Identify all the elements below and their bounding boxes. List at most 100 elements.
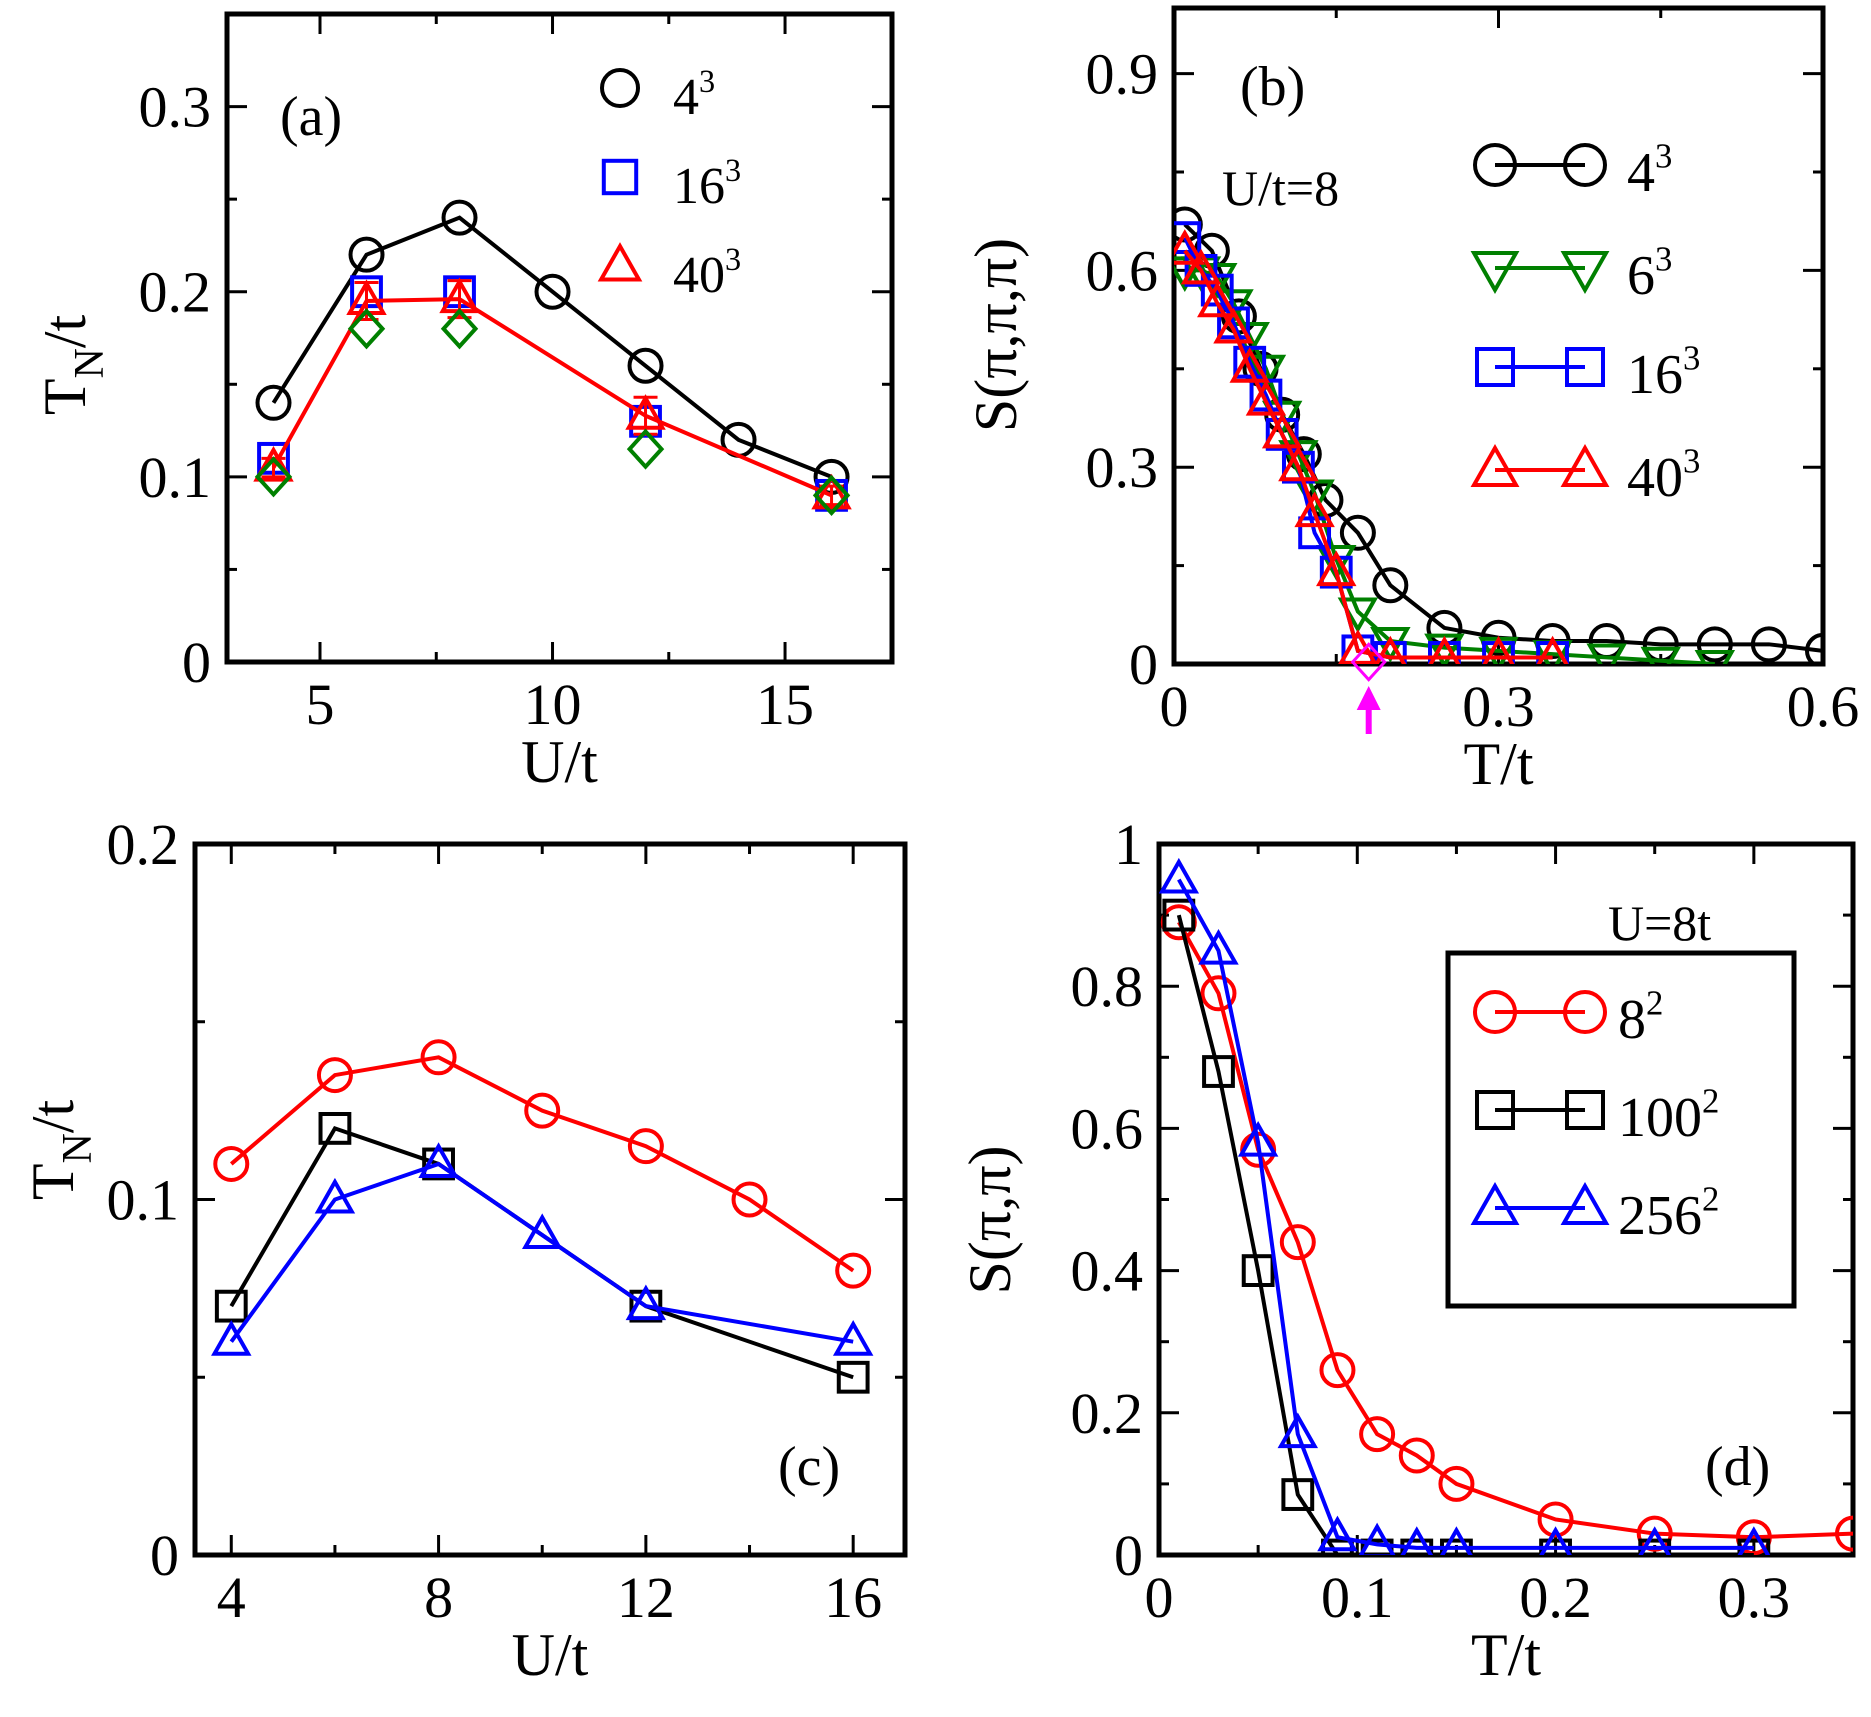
data-point <box>812 474 851 516</box>
legend-marker <box>1475 1090 1515 1130</box>
data-point <box>1805 632 1823 664</box>
data-point <box>832 1320 874 1356</box>
series-d-2 <box>1159 857 1771 1555</box>
data-point <box>1159 857 1200 894</box>
series-line <box>271 297 833 498</box>
data-point <box>625 1284 667 1321</box>
y-axis-label-rest: /t <box>20 1100 86 1134</box>
data-point <box>1261 412 1303 449</box>
legend-marker <box>1473 990 1517 1034</box>
data-point <box>1294 491 1335 528</box>
y-axis-label: S(π,π) <box>957 1146 1023 1295</box>
data-point <box>347 308 386 350</box>
y-tick-label: 0.2 <box>139 260 212 325</box>
data-point <box>318 1112 352 1145</box>
legend-marker <box>1563 143 1607 187</box>
data-point <box>1241 1254 1275 1287</box>
series-b-3 <box>1174 229 1569 664</box>
legend-marker <box>1565 1090 1605 1130</box>
series-b-2 <box>1174 221 1569 664</box>
legend-label-base: 6 <box>1627 245 1655 307</box>
legend-label: 163 <box>1627 338 1700 406</box>
legend-marker <box>597 242 643 282</box>
legend-item: 403 <box>597 241 741 304</box>
panel-c: 4 8 12 16 0 0.1 0.2 U/t TN/t (c) <box>20 812 908 1688</box>
data-point <box>213 1145 250 1182</box>
legend-label-base: 40 <box>673 247 725 304</box>
data-point <box>731 1181 768 1218</box>
y-tick-label: 0.3 <box>1086 435 1159 500</box>
legend-label-base: 16 <box>1627 344 1683 406</box>
annotation: U/t=8 <box>1222 160 1339 216</box>
y-tick-label: 0.8 <box>1071 954 1144 1019</box>
data-point <box>1316 545 1357 581</box>
x-tick-label: 0.2 <box>1519 1565 1592 1630</box>
x-tick-label: 5 <box>306 672 335 737</box>
data-point <box>440 308 479 350</box>
legend-label: 403 <box>1627 441 1700 509</box>
legend-marker <box>1473 143 1517 187</box>
data-point <box>1197 281 1238 318</box>
data-point <box>1696 626 1733 663</box>
data-point <box>1339 514 1376 551</box>
legend-label-exp: 3 <box>1683 441 1700 480</box>
y-tick-label: 0 <box>182 630 211 695</box>
data-point <box>1319 1352 1356 1389</box>
tc-arrow-head <box>1356 686 1381 710</box>
y-tick-label: 1 <box>1114 812 1143 877</box>
x-tick-label: 0 <box>1160 674 1189 739</box>
data-point <box>1835 1515 1853 1552</box>
data-point <box>1237 1120 1279 1157</box>
series-a-0 <box>255 199 850 495</box>
series-line <box>1183 223 1823 653</box>
legend-item: 163 <box>1475 338 1700 406</box>
legend-label-exp: 3 <box>699 63 715 99</box>
data-point <box>626 428 665 470</box>
data-point <box>1372 567 1409 604</box>
y-tick-label: 0.4 <box>1071 1239 1144 1304</box>
data-point <box>1180 248 1222 285</box>
legend-label: 43 <box>673 63 715 126</box>
data-point <box>1750 626 1787 663</box>
legend-marker <box>1565 347 1605 387</box>
data-point <box>1398 1437 1435 1474</box>
legend-label-base: 8 <box>1618 989 1646 1051</box>
data-point <box>1316 550 1357 587</box>
data-layer-d <box>1159 857 1853 1555</box>
data-point <box>627 1128 664 1165</box>
y-tick-label: 0.9 <box>1086 42 1159 107</box>
legend-marker <box>1560 1181 1610 1225</box>
data-point <box>1537 1501 1574 1538</box>
y-axis-label-main: T <box>20 1164 86 1201</box>
data-point <box>1536 635 1569 664</box>
data-point <box>1428 635 1461 664</box>
legend-label: 43 <box>1627 136 1672 204</box>
legend-marker <box>601 158 639 196</box>
series-line <box>229 1055 855 1273</box>
legend-item: 163 <box>601 152 741 215</box>
legend-label: 63 <box>1627 239 1672 307</box>
legend-item: 1002 <box>1475 1081 1719 1149</box>
data-point <box>314 1177 356 1214</box>
legend-item: 82 <box>1473 983 1663 1051</box>
data-point <box>627 347 664 384</box>
x-tick-label: 0.3 <box>1718 1565 1791 1630</box>
data-point <box>1737 1526 1771 1555</box>
data-point <box>811 473 852 510</box>
x-axis-label: T/t <box>1471 1622 1541 1688</box>
data-point <box>1317 1515 1358 1552</box>
y-axis-label: TN/t <box>20 1100 101 1201</box>
series-line <box>1176 914 1754 1555</box>
data-point <box>524 1092 561 1129</box>
legend-label-exp: 3 <box>725 152 741 188</box>
data-point <box>1586 643 1627 664</box>
legend-marker <box>1475 347 1515 387</box>
legend-label: 403 <box>673 241 741 304</box>
data-point <box>1198 928 1239 965</box>
legend-item: 43 <box>1473 136 1672 204</box>
panel-d: 0 0.1 0.2 0.3 0 0.2 0.4 0.6 0.8 1 T/t S(π,π) (d) U=8t… <box>957 812 1856 1688</box>
y-axis-label-sub: N <box>67 348 113 378</box>
